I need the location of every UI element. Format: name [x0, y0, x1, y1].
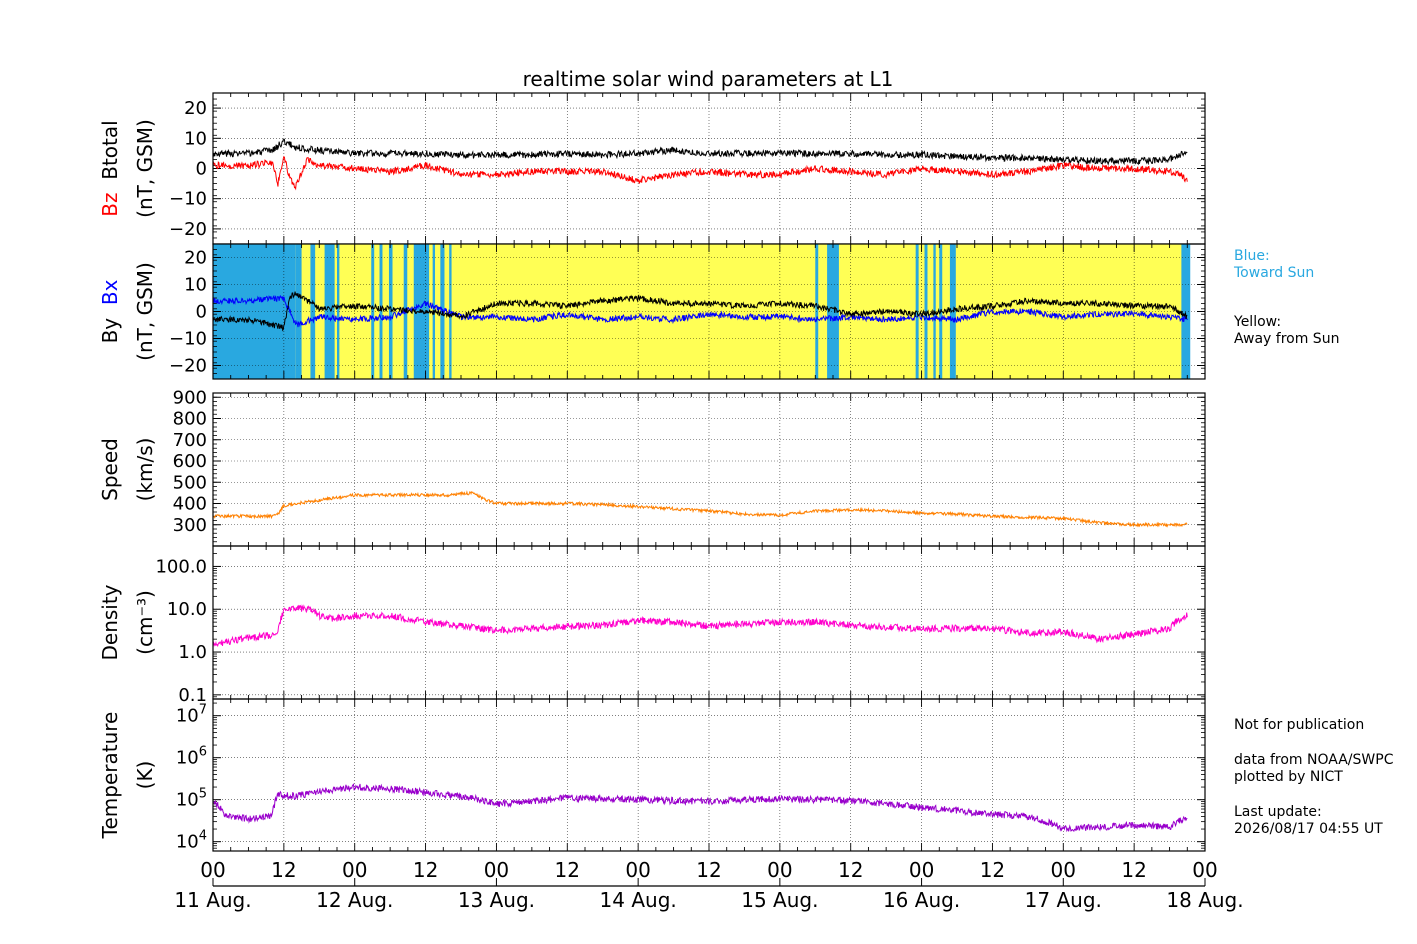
y-axis-units-label: (nT, GSM) [133, 119, 157, 218]
x-day-tick-label: 15 Aug. [741, 888, 818, 912]
series-line-density [213, 604, 1188, 648]
x-day-tick-label: 14 Aug. [600, 888, 677, 912]
y-tick-label: 300 [173, 515, 207, 536]
y-axis-units-label: (cm⁻³) [133, 590, 157, 655]
panel-frame [212, 243, 1206, 380]
y-tick-label: −10 [169, 329, 207, 350]
y-axis-series-label: Bz Btotal [98, 120, 122, 216]
y-tick-label: 106 [176, 745, 207, 769]
toward-sun-legend-text: Toward Sun [1234, 265, 1315, 281]
x-hour-tick-label: 12 [980, 858, 1005, 882]
sector-band-toward [337, 244, 340, 379]
y-axis-label: Density [98, 584, 122, 660]
y-tick-label: 800 [173, 409, 207, 430]
y-tick-label: 10 [184, 128, 207, 149]
panel-frame [212, 698, 1206, 852]
y-axis-label: Speed [98, 438, 122, 501]
series-line-bx [213, 294, 1188, 328]
sector-band-toward [295, 244, 302, 379]
chart-title: realtime solar wind parameters at L1 [523, 67, 894, 91]
panel-frame [212, 545, 1206, 700]
y-tick-label: 400 [173, 494, 207, 515]
y-axis-series-label: By Bx [98, 279, 122, 343]
series-line-btotal [213, 138, 1188, 166]
y-tick-label: 0 [196, 159, 207, 180]
y-tick-label: −20 [169, 219, 207, 240]
plotted-by-note: plotted by NICT [1234, 769, 1343, 785]
panel-frame [212, 392, 1206, 547]
y-tick-label: −20 [169, 356, 207, 377]
not-for-publication-note: Not for publication [1234, 717, 1365, 733]
y-axis-units-label: (nT, GSM) [133, 262, 157, 361]
y-axis-units-label: (km/s) [133, 438, 157, 502]
last-update-label: Last update: [1234, 804, 1322, 820]
panel-magnetic-field-bx-by: 20 10 0 −10 −20 By Bx (nT, GSM) [98, 243, 1206, 380]
x-day-tick-label: 11 Aug. [174, 888, 251, 912]
away-from-sun-legend-title: Yellow: [1234, 314, 1282, 330]
y-tick-label: 500 [173, 472, 207, 493]
x-hour-tick-label: 12 [1121, 858, 1146, 882]
data-source-note: data from NOAA/SWPC [1234, 752, 1394, 768]
series-line-bz [213, 155, 1188, 191]
panel-magnetic-field-bz-btotal: 20 10 0 −10 −20 Bz Btotal (nT, GSM) [98, 92, 1206, 245]
series-line-speed [213, 490, 1188, 528]
x-hour-tick-label: 12 [555, 858, 580, 882]
x-day-tick-label: 16 Aug. [883, 888, 960, 912]
y-tick-label: −10 [169, 189, 207, 210]
y-axis-label: Temperature [98, 712, 122, 840]
y-tick-label: 0 [196, 302, 207, 323]
y-tick-label: 104 [176, 829, 207, 853]
sector-band-toward [924, 244, 928, 379]
y-tick-label: 700 [173, 430, 207, 451]
last-update-value: 2026/08/17 04:55 UT [1234, 821, 1383, 837]
toward-sun-legend-title: Blue: [1234, 248, 1270, 264]
x-day-tick-label: 12 Aug. [316, 888, 393, 912]
sector-band-toward [379, 244, 383, 379]
series-line-by [213, 291, 1188, 332]
y-tick-label: 600 [173, 451, 207, 472]
y-axis-units-label: (K) [133, 761, 157, 790]
y-tick-label: 10 [184, 275, 207, 296]
x-hour-tick-label: 12 [838, 858, 863, 882]
sector-band-toward [213, 244, 296, 379]
y-tick-label: 20 [184, 98, 207, 119]
x-hour-tick-label: 12 [271, 858, 296, 882]
y-tick-label: 900 [173, 387, 207, 408]
panel-temperature: 107 106 105 104 Temperature (K) [98, 698, 1206, 853]
y-tick-label: 1.0 [178, 642, 207, 663]
sector-band-toward [827, 244, 839, 379]
y-tick-label: 0.1 [178, 685, 207, 706]
panel-density: 100.0 10.0 1.0 0.1 Density (cm⁻³) [98, 545, 1206, 706]
y-tick-label: 20 [184, 248, 207, 269]
sector-band-toward [324, 244, 335, 379]
away-from-sun-legend-text: Away from Sun [1234, 331, 1340, 347]
x-day-tick-label: 13 Aug. [458, 888, 535, 912]
x-day-tick-label: 17 Aug. [1025, 888, 1102, 912]
x-hour-tick-label: 12 [413, 858, 438, 882]
y-tick-label: 10.0 [167, 599, 207, 620]
series-line-temperature [213, 783, 1188, 833]
x-day-tick-label: 18 Aug. [1166, 888, 1243, 912]
y-tick-label: 100.0 [155, 556, 207, 577]
y-tick-label: 107 [176, 703, 207, 727]
x-hour-tick-label: 12 [696, 858, 721, 882]
y-tick-label: 105 [176, 787, 207, 811]
